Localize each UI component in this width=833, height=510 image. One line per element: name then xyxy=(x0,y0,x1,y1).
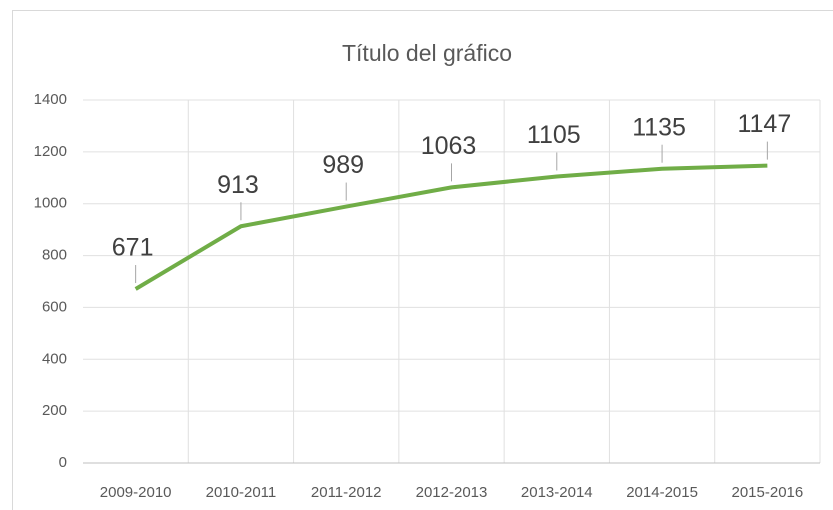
x-tick-label: 2014-2015 xyxy=(626,484,698,501)
x-tick-label: 2011-2012 xyxy=(311,484,382,501)
y-tick-label: 800 xyxy=(42,247,67,264)
x-tick-label: 2010-2011 xyxy=(206,484,277,501)
y-tick-label: 1400 xyxy=(34,91,67,108)
data-label: 1147 xyxy=(737,110,791,138)
y-tick-label: 600 xyxy=(42,298,67,315)
chart-border xyxy=(12,10,833,510)
data-label: 1135 xyxy=(632,113,686,141)
data-label: 671 xyxy=(112,234,154,262)
y-tick-label: 1000 xyxy=(34,195,67,212)
x-tick-label: 2013-2014 xyxy=(521,484,593,501)
x-tick-label: 2015-2016 xyxy=(731,484,803,501)
y-tick-label: 1200 xyxy=(34,143,67,160)
data-label: 1063 xyxy=(421,132,477,160)
x-tick-label: 2009-2010 xyxy=(100,484,172,501)
line xyxy=(134,163,768,291)
data-label: 989 xyxy=(322,151,364,179)
data-label: 913 xyxy=(217,171,259,199)
y-tick-label: 400 xyxy=(42,350,67,367)
y-tick-label: 200 xyxy=(42,402,67,419)
y-tick-label: 0 xyxy=(59,454,67,471)
chart-title: Título del gráfico xyxy=(342,40,512,66)
x-tick-label: 2012-2013 xyxy=(416,484,488,501)
data-label: 1105 xyxy=(527,121,581,149)
